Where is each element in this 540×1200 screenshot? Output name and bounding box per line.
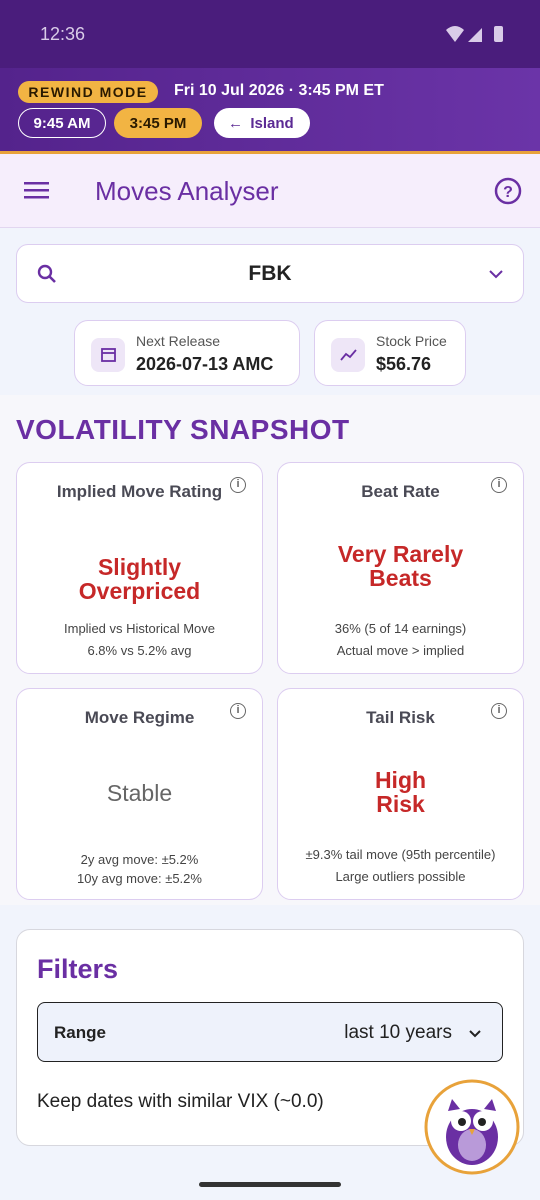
info-value: $56.76 [376,354,432,374]
ticker: FBK [248,262,292,285]
card-detail: Implied vs Historical Move [64,621,215,636]
time-button[interactable]: 9:45 AM [18,108,106,138]
snapshot-card: Implied Move Rating i Slightly Overpriced… [16,462,263,674]
dropdown-icon [469,1030,481,1038]
card-detail: Actual move > implied [336,643,465,658]
card-detail: ±9.3% tail move (95th percentile) [305,847,496,862]
info-button[interactable]: i [230,477,246,493]
menu-button[interactable] [24,182,50,200]
info-value: 2026-07-13 AMC [136,354,274,374]
section-title: VOLATILITY SNAPSHOT [16,414,350,445]
dropdown-icon [489,270,503,279]
owl-assistant[interactable] [424,1079,520,1175]
app-title: Moves Analyser [95,176,279,206]
card-verdict: Stable [106,780,173,806]
snapshot-card: Move Regime i Stable 2y avg move: ±5.2% 1… [16,688,263,900]
vix-toggle-label: Keep dates with similar VIX (~0.0) [37,1091,324,1112]
card-title: Move Regime [84,708,195,727]
status-icons [446,26,503,42]
info-label: Next Release [136,333,221,349]
range-value: last 10 years [344,1022,452,1043]
card-title: Beat Rate [361,482,440,501]
card-verdict: Slightly Overpriced [78,554,201,604]
info-button[interactable]: i [491,477,507,493]
app-bar: Moves Analyser ? [0,154,540,228]
home-indicator [199,1182,341,1187]
help-button[interactable]: ? [494,177,522,205]
island-label: Island [250,114,294,132]
back-arrow: ← [228,114,243,132]
calendar-icon [91,338,125,372]
card-title: Tail Risk [366,708,435,727]
info-card: Next Release 2026-07-13 AMC [74,320,300,386]
chart-icon [331,338,365,372]
mode-badge: REWIND MODE [18,81,158,103]
card-verdict: High Risk [374,767,427,817]
card-title: Implied Move Rating [56,482,223,501]
card-detail: Large outliers possible [335,869,466,884]
info-button[interactable]: i [230,703,246,719]
card-detail: 6.8% vs 5.2% avg [87,643,192,658]
snapshot-card: Tail Risk i High Risk ±9.3% tail move (95… [277,688,524,900]
card-detail: 2y avg move: ±5.2% [80,852,199,867]
ticker-search[interactable]: FBK [16,244,524,303]
filters-title: Filters [37,954,119,984]
svg-text:?: ? [503,184,513,201]
time-button[interactable]: 3:45 PM [114,108,202,138]
rewind-banner: REWIND MODE Fri 10 Jul 2026 · 3:45 PM ET… [0,68,540,154]
range-select[interactable]: Range last 10 years [37,1002,503,1062]
status-bar: 12:36 [0,0,540,68]
card-verdict: Very Rarely Beats [337,541,464,591]
rewind-datetime: Fri 10 Jul 2026 · 3:45 PM ET [174,82,384,99]
card-detail: 10y avg move: ±5.2% [77,871,202,886]
info-button[interactable]: i [491,703,507,719]
search-icon [37,264,56,283]
range-label: Range [54,1023,106,1042]
island-button[interactable]: ← Island [214,108,310,138]
info-card: Stock Price $56.76 [314,320,466,386]
snapshot-card: Beat Rate i Very Rarely Beats 36% (5 of 1… [277,462,524,674]
clock: 12:36 [40,24,86,44]
info-label: Stock Price [376,333,447,349]
card-detail: 36% (5 of 14 earnings) [334,621,467,636]
